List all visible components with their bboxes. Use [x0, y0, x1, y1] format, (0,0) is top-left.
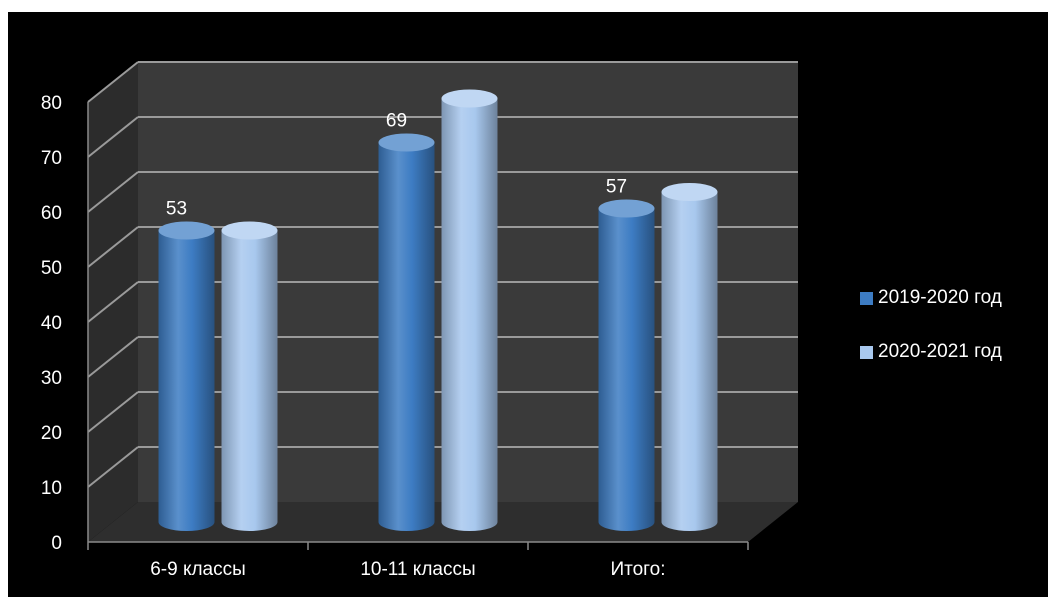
bar-top	[598, 199, 655, 218]
gridline-side	[87, 281, 139, 323]
legend: 2019-2020 год 2020-2021 год	[860, 284, 1002, 392]
bar	[378, 142, 435, 531]
legend-label-series-1: 2019-2020 год	[878, 287, 1002, 308]
y-tick-label: 40	[41, 313, 62, 334]
y-tick-label: 10	[41, 478, 62, 499]
legend-label-series-2: 2020-2021 год	[878, 341, 1002, 362]
y-tick-label: 70	[41, 148, 62, 169]
bar-top	[158, 221, 215, 240]
y-tick-label: 60	[41, 203, 62, 224]
bar	[441, 98, 498, 531]
x-tick-label: Итого:	[610, 559, 665, 580]
data-label: 57	[606, 177, 627, 198]
bar-top	[378, 133, 435, 152]
bar-top	[661, 183, 718, 201]
y-tick-label: 50	[41, 258, 62, 279]
gridline-side	[87, 116, 139, 158]
bar	[158, 230, 215, 531]
data-label: 53	[166, 199, 187, 220]
legend-item-series-1: 2019-2020 год	[860, 284, 1002, 312]
bar-chart: 0 10 20 30 40 50 60 70 80 6-9 классы 10-11 классы И…	[41, 61, 798, 580]
legend-swatch-series-2	[860, 345, 873, 359]
gridline-side	[87, 226, 139, 268]
x-tick-label: 10-11 классы	[360, 559, 475, 580]
legend-swatch-series-1	[860, 291, 873, 305]
bar	[221, 230, 278, 531]
gridline-side	[87, 336, 139, 378]
y-tick-label: 20	[41, 423, 62, 444]
bar	[598, 208, 655, 531]
bar-top	[221, 221, 278, 240]
y-tick-label: 80	[41, 93, 62, 114]
gridline-side	[87, 171, 139, 213]
data-label: 69	[386, 111, 407, 132]
gridline-side	[87, 446, 139, 488]
bar-top	[441, 89, 498, 108]
gridline-side	[87, 391, 139, 433]
y-tick-label: 0	[51, 533, 62, 554]
chart-frame: 0 10 20 30 40 50 60 70 80 6-9 классы 10-11 классы И…	[8, 12, 1048, 597]
y-tick-label: 30	[41, 368, 62, 389]
bar	[661, 192, 718, 531]
x-tick-label: 6-9 классы	[150, 559, 246, 580]
legend-item-series-2: 2020-2021 год	[860, 338, 1002, 366]
gridline-side	[87, 61, 139, 103]
